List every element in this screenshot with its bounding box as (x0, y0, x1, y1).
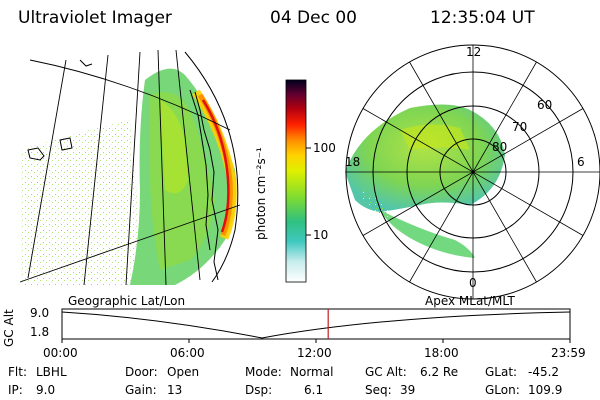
lat-label-60: 60 (537, 98, 553, 112)
timeline-axis-label: GC Alt (2, 309, 16, 347)
time-tick-2359: 23:59 (551, 346, 586, 360)
geographic-image-panel (19, 49, 241, 286)
mode-label: Mode: (245, 365, 282, 379)
seq-label: Seq: (365, 383, 392, 397)
colorbar-tick-100: 100 (313, 141, 336, 155)
filter-label: Flt: (8, 365, 27, 379)
glat-label: GLat: (485, 365, 518, 379)
mlt-label-0: 0 (469, 276, 477, 290)
mlt-label-18: 18 (345, 155, 361, 169)
time-tick-0600: 06:00 (170, 346, 205, 360)
gcalt-label: GC Alt: (365, 365, 407, 379)
mlt-label-6: 6 (577, 155, 585, 169)
lat-label-70: 70 (512, 120, 528, 134)
time-tick-1200: 12:00 (297, 346, 332, 360)
dsp-value: 6.1 (304, 383, 324, 397)
time-label: 12:35:04 UT (430, 8, 535, 28)
ip-value: 9.0 (36, 383, 56, 397)
dsp-label: Dsp: (245, 383, 273, 397)
date-label: 04 Dec 00 (270, 8, 357, 28)
orbit-altitude-timeline (61, 308, 571, 343)
filter-value: LBHL (36, 365, 67, 379)
alt-max-label: 9.0 (30, 306, 50, 320)
time-tick-0000: 00:00 (43, 346, 78, 360)
glat-value: -45.2 (528, 365, 560, 379)
time-tick-1800: 18:00 (424, 346, 459, 360)
colorbar-tick-10: 10 (313, 228, 329, 242)
polar-mlat-mlt-panel (345, 44, 600, 300)
glon-value: 109.9 (528, 383, 563, 397)
mode-value: Normal (290, 365, 334, 379)
colorbar-unit-label: photon cm⁻²s⁻¹ (254, 147, 268, 240)
ip-label: IP: (8, 383, 23, 397)
seq-value: 39 (400, 383, 416, 397)
geographic-panel-label: Geographic Lat/Lon (68, 294, 186, 308)
door-label: Door: (125, 365, 158, 379)
gain-value: 13 (167, 383, 183, 397)
lat-label-80: 80 (492, 140, 508, 154)
colorbar (285, 79, 311, 283)
alt-min-label: 1.8 (30, 325, 50, 339)
instrument-title: Ultraviolet Imager (18, 8, 172, 28)
gcalt-value: 6.2 Re (420, 365, 459, 379)
gain-label: Gain: (125, 383, 157, 397)
mlt-label-12: 12 (466, 45, 482, 59)
glon-label: GLon: (485, 383, 520, 397)
apex-panel-label: Apex MLat/MLT (425, 294, 515, 308)
door-value: Open (167, 365, 200, 379)
